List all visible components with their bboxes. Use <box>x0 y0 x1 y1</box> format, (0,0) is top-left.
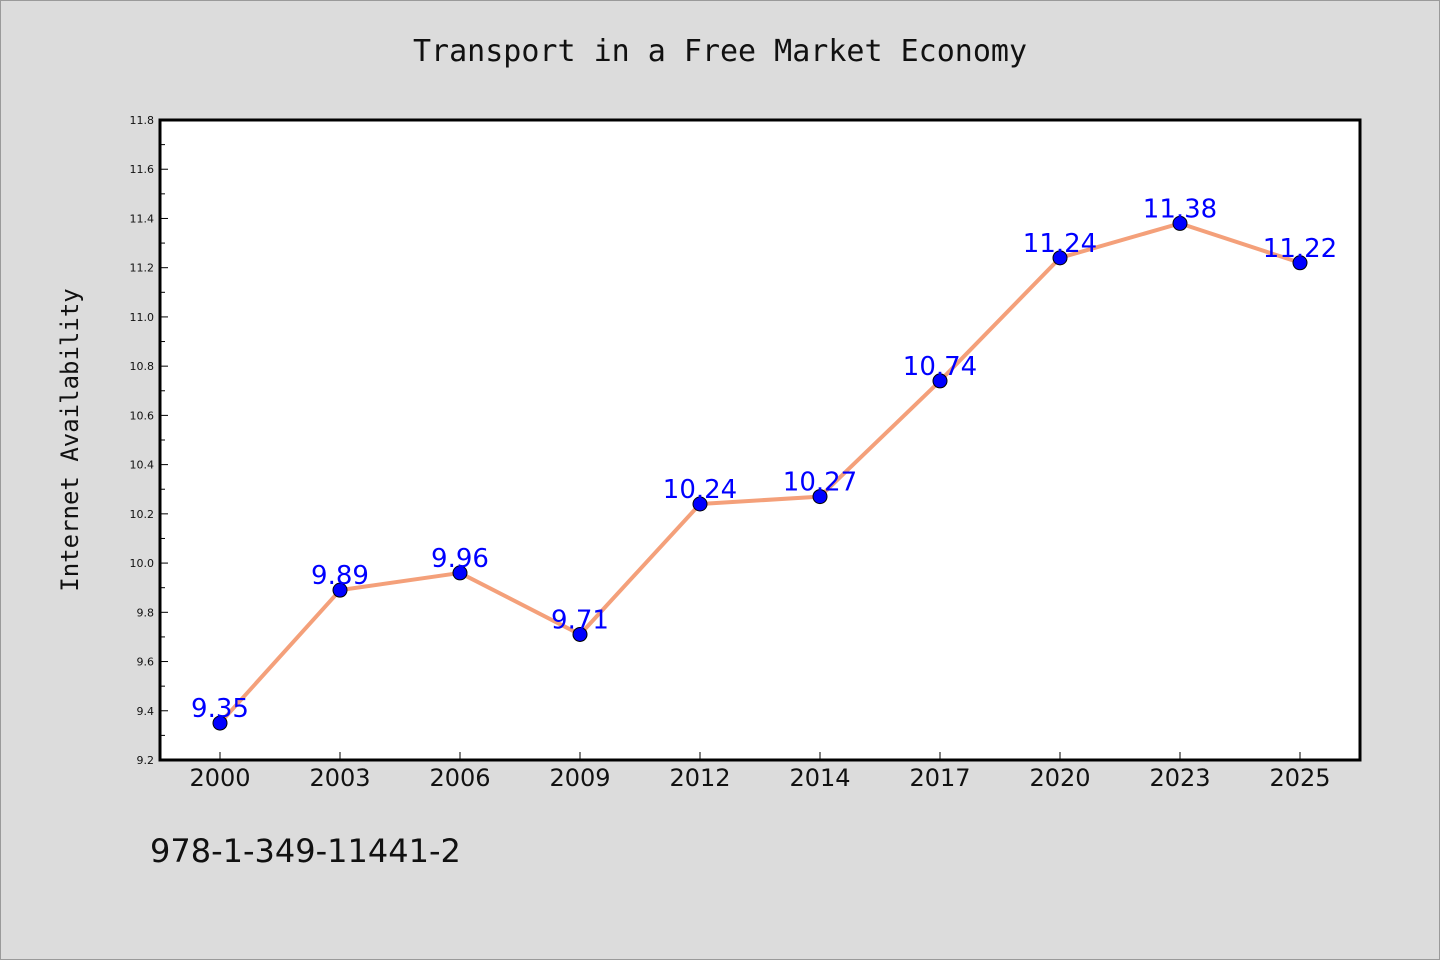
data-point <box>572 626 588 642</box>
data-label: 11.24 <box>1023 229 1097 259</box>
data-label: 11.38 <box>1143 194 1217 224</box>
y-tick-label: 9.4 <box>137 705 155 718</box>
data-point <box>932 373 948 389</box>
footer-code: 978-1-349-11441-2 <box>150 832 461 870</box>
y-tick-label: 10.6 <box>130 409 155 422</box>
data-point <box>692 496 708 512</box>
y-tick-label: 10.8 <box>130 360 155 373</box>
data-label: 11.22 <box>1263 234 1337 264</box>
x-tick-label: 2025 <box>1269 764 1330 792</box>
x-tick-label: 2020 <box>1029 764 1090 792</box>
plot-border <box>158 118 1362 762</box>
data-label: 9.96 <box>431 544 489 574</box>
y-tick-label: 10.0 <box>130 557 155 570</box>
y-tick-label: 10.4 <box>130 459 155 472</box>
x-tick-label: 2003 <box>309 764 370 792</box>
y-tick-label: 10.2 <box>130 508 155 521</box>
data-label: 10.27 <box>783 468 857 498</box>
chart-title: Transport in a Free Market Economy <box>412 34 1028 69</box>
x-tick-label: 2023 <box>1149 764 1210 792</box>
data-label: 9.35 <box>191 694 249 724</box>
y-tick-label: 9.8 <box>137 606 155 619</box>
data-label: 10.24 <box>663 475 737 505</box>
y-tick-label: 11.0 <box>130 311 155 324</box>
data-label: 9.71 <box>551 605 609 635</box>
data-point <box>452 565 468 581</box>
data-point <box>1292 255 1308 271</box>
x-tick-label: 2009 <box>549 764 610 792</box>
data-point <box>812 489 828 505</box>
data-point <box>1172 215 1188 231</box>
x-tick-label: 2000 <box>189 764 250 792</box>
y-tick-label: 9.2 <box>137 754 155 767</box>
plot-area <box>160 120 1360 760</box>
x-tick-label: 2012 <box>669 764 730 792</box>
series-line <box>218 221 1301 725</box>
y-tick-label: 11.8 <box>130 114 155 127</box>
x-tick-label: 2006 <box>429 764 490 792</box>
plot-layer: 9.2 9.4 9.6 9.8 10.0 10.2 10.4 10.6 10.8 11.0 11.2… <box>56 114 1362 792</box>
x-tick-label: 2017 <box>909 764 970 792</box>
y-tick-label: 11.4 <box>130 212 155 225</box>
y-tick-label: 9.6 <box>137 656 155 669</box>
data-label: 9.89 <box>311 561 369 591</box>
data-point <box>212 715 228 731</box>
data-label: 10.74 <box>903 352 977 382</box>
y-axis-label: Internet Availability <box>56 288 84 591</box>
y-tick-label: 11.2 <box>130 262 155 275</box>
data-point <box>332 582 348 598</box>
x-tick-label: 2014 <box>789 764 850 792</box>
y-tick-label: 11.6 <box>130 163 155 176</box>
data-point <box>1052 250 1068 266</box>
